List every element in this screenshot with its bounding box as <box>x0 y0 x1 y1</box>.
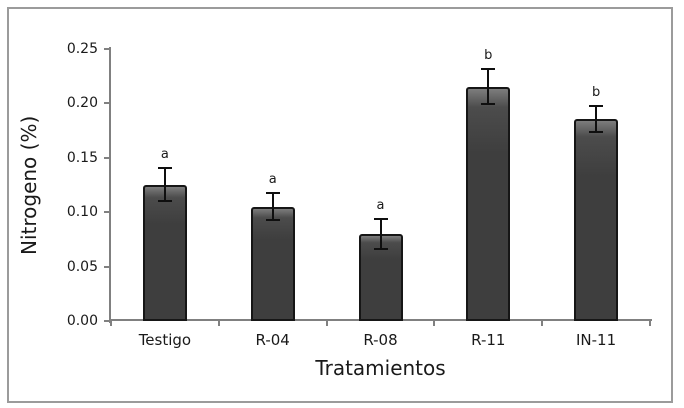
y-tick-label: 0.25 <box>66 40 98 57</box>
y-axis-tick <box>104 265 111 268</box>
x-axis-tick <box>541 321 544 326</box>
x-axis-title: Tratamientos <box>315 356 446 380</box>
error-bar-stem <box>487 69 490 105</box>
significance-letter: a <box>376 197 385 213</box>
y-tick-label: 0.15 <box>66 149 98 166</box>
bar-r-04 <box>250 206 295 321</box>
x-category-label: R-04 <box>255 331 290 349</box>
error-bar-cap-top <box>265 192 280 195</box>
x-axis-tick <box>110 321 112 326</box>
y-tick-label: 0.10 <box>66 204 98 220</box>
x-axis-tick <box>217 321 220 326</box>
x-category-label: R-08 <box>363 331 398 349</box>
error-bar-cap-bottom <box>157 200 172 203</box>
error-bar-stem <box>595 106 598 133</box>
y-axis-line <box>109 47 111 323</box>
significance-letter: a <box>268 172 277 188</box>
significance-letter: a <box>160 147 169 163</box>
error-bar-cap-top <box>481 68 496 71</box>
x-category-label: IN-11 <box>576 331 617 349</box>
error-bar-cap-bottom <box>265 218 280 221</box>
y-tick-label: 0.05 <box>66 258 98 275</box>
y-tick-label: 0.00 <box>66 313 98 329</box>
bar-r-11 <box>466 86 511 321</box>
error-bar-cap-bottom <box>373 248 388 251</box>
error-bar-stem <box>379 218 382 250</box>
y-axis-tick <box>104 156 111 159</box>
x-axis-tick <box>649 321 651 326</box>
error-bar-cap-bottom <box>589 131 604 134</box>
chart-border-frame <box>7 7 673 403</box>
error-bar-cap-top <box>589 105 604 108</box>
error-bar-stem <box>271 193 274 220</box>
y-axis-tick <box>104 47 111 50</box>
error-bar-cap-top <box>373 217 388 220</box>
error-bar-stem <box>163 168 166 202</box>
y-axis-tick <box>104 211 111 213</box>
error-bar-cap-top <box>157 167 172 170</box>
bar-in-11 <box>574 119 619 321</box>
bar-testigo <box>142 184 187 321</box>
x-category-label: R-11 <box>471 331 506 349</box>
x-category-label: Testigo <box>138 331 192 349</box>
y-tick-label: 0.20 <box>66 95 98 111</box>
y-axis-tick <box>104 102 111 104</box>
y-axis-tick <box>104 320 111 322</box>
x-axis-tick <box>433 321 436 326</box>
x-axis-tick <box>325 321 328 326</box>
significance-letter: b <box>484 48 493 64</box>
significance-letter: b <box>591 85 601 101</box>
error-bar-cap-bottom <box>481 103 496 106</box>
